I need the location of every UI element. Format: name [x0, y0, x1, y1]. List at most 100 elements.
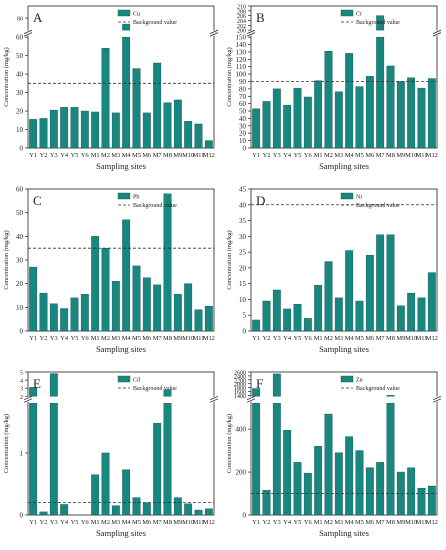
bar [283, 104, 292, 149]
x-tick-label: Y3 [273, 335, 281, 342]
bar [101, 452, 110, 516]
bar [334, 297, 343, 332]
bar [49, 109, 58, 149]
x-tick-label: M11 [416, 335, 428, 342]
bar [262, 490, 271, 516]
x-tick-label: M4 [345, 519, 355, 526]
y-axis-title: Concentration (mg/kg) [226, 47, 233, 106]
x-tick-label: M5 [132, 519, 141, 526]
x-tick-label: M8 [163, 335, 172, 342]
bar [293, 303, 302, 332]
y-tick-label: 110 [236, 63, 247, 71]
bar [272, 88, 281, 149]
bar [334, 91, 343, 149]
x-tick-label: M1 [91, 335, 100, 342]
x-tick-label: M4 [345, 152, 355, 159]
bar [163, 403, 172, 516]
x-tick-label: M3 [111, 519, 120, 526]
x-tick-label: Y3 [273, 519, 281, 526]
y-tick-label: 40 [16, 233, 24, 241]
x-tick-label: M7 [376, 519, 386, 526]
bar [303, 96, 312, 149]
y-tick-label: 60 [16, 186, 24, 194]
x-axis-title: Sampling sites [96, 161, 146, 171]
bar [39, 511, 48, 516]
bar [355, 450, 364, 516]
x-tick-label: Y5 [294, 519, 302, 526]
legend-background-label: Background value [133, 203, 177, 209]
x-tick-label: M8 [386, 519, 395, 526]
x-tick-label: M8 [386, 335, 395, 342]
x-tick-label: Y6 [304, 335, 312, 342]
bar [60, 504, 69, 516]
x-tick-label: M6 [142, 519, 151, 526]
y-tick-label: 40 [16, 71, 24, 79]
bar [386, 65, 395, 149]
legend-swatch [117, 192, 131, 200]
x-tick-label: M3 [334, 335, 343, 342]
x-tick-label: Y2 [263, 519, 271, 526]
x-tick-label: Y1 [29, 335, 37, 342]
y-tick-label: 80 [17, 17, 23, 23]
bar [324, 50, 333, 149]
bar [303, 318, 312, 332]
axis-break-marks [23, 395, 219, 403]
bar [173, 497, 182, 516]
bar [376, 462, 385, 516]
bar [142, 502, 151, 516]
bar [417, 487, 426, 516]
x-axis-title: Sampling sites [96, 528, 146, 538]
bar [314, 285, 323, 332]
x-tick-label: M5 [355, 519, 364, 526]
bar [324, 413, 333, 516]
x-tick-label: M4 [345, 335, 355, 342]
legend-swatch [340, 375, 354, 383]
x-tick-label: Y6 [81, 335, 89, 342]
y-tick-label: 0 [20, 512, 24, 520]
bar [283, 429, 292, 516]
bar [427, 272, 436, 332]
y-tick-label: 202 [237, 24, 246, 30]
bar [345, 436, 354, 516]
plot-frame [250, 5, 438, 149]
x-tick-label: Y5 [71, 152, 79, 159]
bar [70, 297, 79, 332]
bar [153, 422, 162, 516]
bar-upper-segment [252, 388, 261, 397]
bar [293, 87, 302, 149]
bar [132, 68, 141, 149]
bar [60, 308, 69, 332]
y-tick-label: 10 [239, 296, 247, 304]
y-tick-label: 2200 [234, 378, 246, 384]
y-tick-label: 120 [236, 56, 247, 64]
legend-swatch [340, 192, 354, 200]
y-tick-label: 210 [237, 5, 246, 11]
y-tick-label: 15 [239, 280, 247, 288]
y-tick-label: 100 [236, 71, 247, 79]
panel-b: 0 10 20 30 40 50 60 70 80 90 100 110 120 130 140 150 200… [223, 0, 446, 183]
x-axis-title: Sampling sites [319, 344, 369, 354]
bar [427, 78, 436, 149]
y-tick-label: 60 [16, 34, 24, 42]
plot-frame [250, 188, 438, 332]
x-tick-label: M6 [365, 335, 374, 342]
y-tick-label: 206 [237, 14, 246, 20]
x-tick-label: Y2 [40, 152, 48, 159]
bar [29, 403, 38, 516]
x-tick-label: M11 [416, 519, 428, 526]
bar [314, 80, 323, 149]
bar [184, 121, 193, 149]
x-tick-label: Y6 [81, 152, 89, 159]
bar [417, 297, 426, 332]
y-tick-label: 5 [243, 312, 247, 320]
x-tick-label: M7 [376, 335, 386, 342]
x-tick-label: Y4 [283, 519, 292, 526]
legend-swatch [117, 375, 131, 383]
x-tick-label: M12 [426, 519, 438, 526]
x-axis-title: Sampling sites [319, 528, 369, 538]
legend-background-label: Background value [356, 20, 400, 26]
legend-swatch [117, 9, 131, 17]
y-tick-label: 0 [20, 328, 24, 336]
bar [355, 300, 364, 332]
x-tick-label: M7 [153, 519, 163, 526]
